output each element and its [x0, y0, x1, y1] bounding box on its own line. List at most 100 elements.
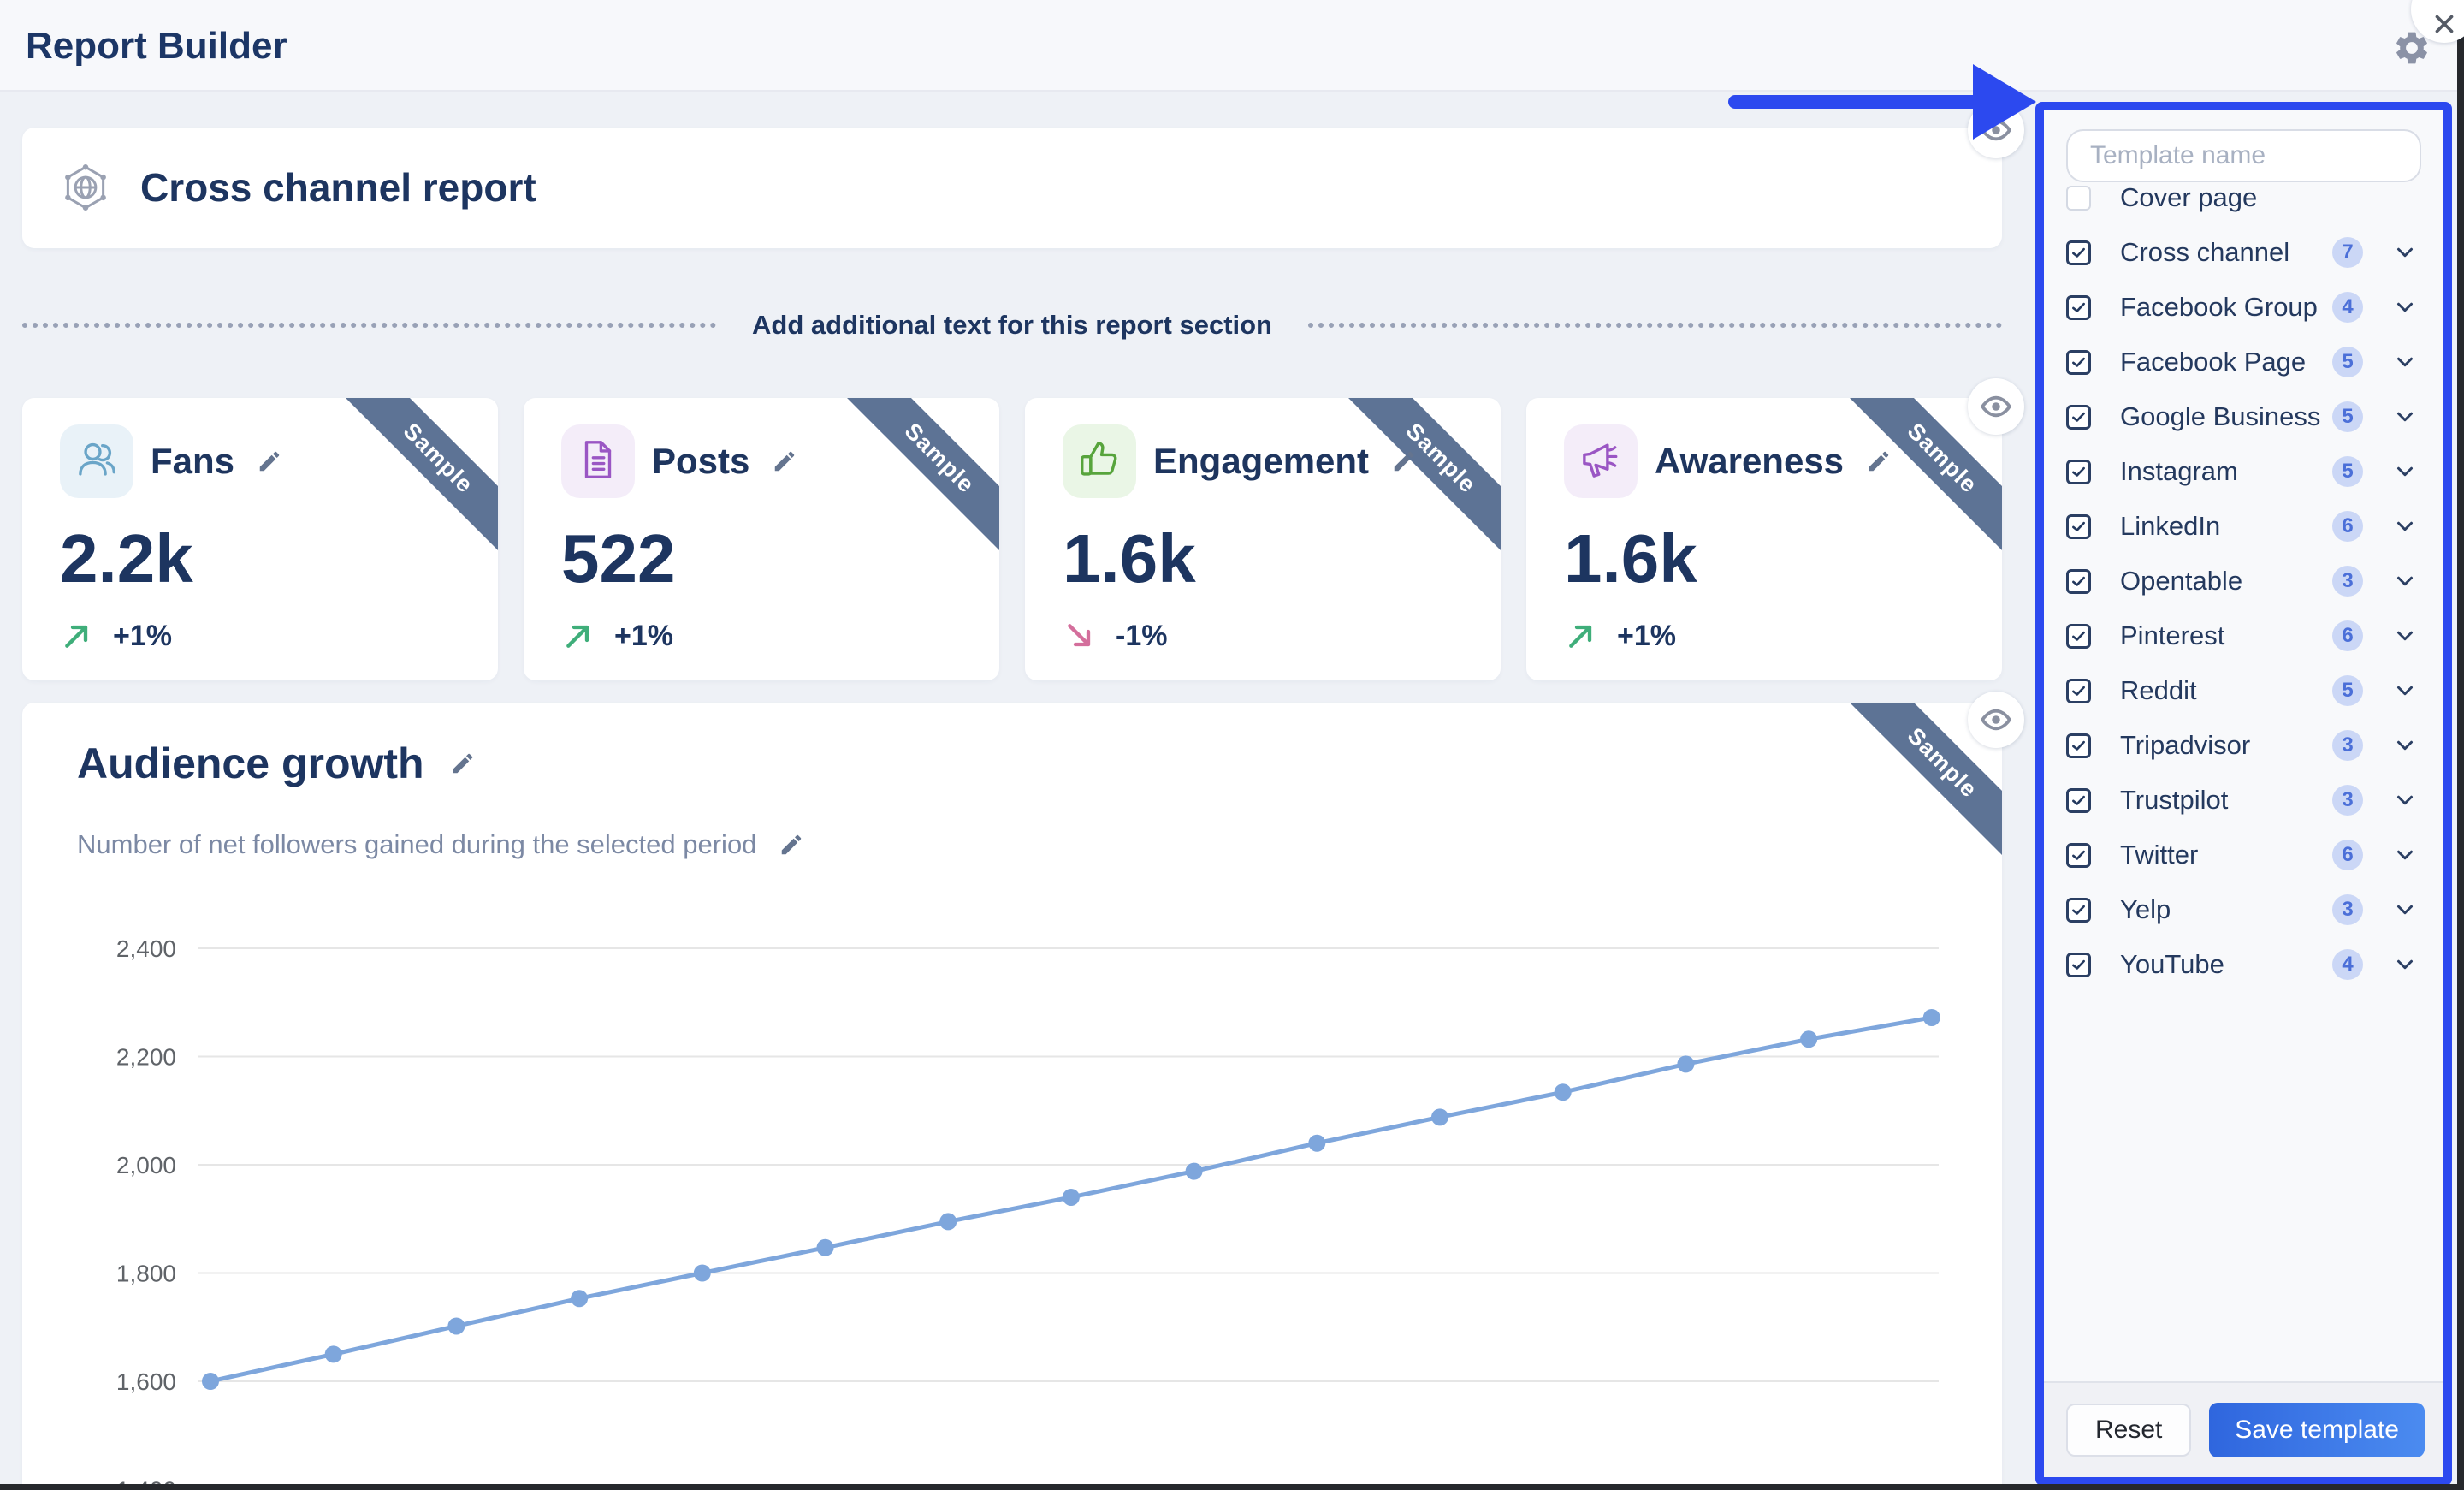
- panel-item[interactable]: Cross channel 7: [2044, 225, 2443, 280]
- count-badge: 3: [2332, 785, 2363, 816]
- app-header: Report Builder: [0, 0, 2464, 92]
- chevron-down-icon[interactable]: [2392, 240, 2418, 265]
- panel-item[interactable]: Google Business 5: [2044, 389, 2443, 444]
- svg-text:1,600: 1,600: [116, 1368, 176, 1395]
- edit-pencil-icon[interactable]: [1866, 448, 1892, 474]
- checkbox[interactable]: [2066, 185, 2091, 211]
- checkbox[interactable]: [2066, 678, 2091, 703]
- checkbox[interactable]: [2066, 897, 2091, 923]
- chevron-down-icon[interactable]: [2392, 294, 2418, 320]
- panel-item[interactable]: YouTube 4: [2044, 937, 2443, 992]
- count-badge: 6: [2332, 511, 2363, 542]
- checkbox[interactable]: [2066, 623, 2091, 649]
- kpi-label: Posts: [652, 441, 750, 481]
- panel-footer: Reset Save template: [2044, 1381, 2443, 1477]
- window-edge: [2457, 0, 2464, 1490]
- panel-item[interactable]: Pinterest 6: [2044, 608, 2443, 663]
- panel-item-label: Opentable: [2120, 566, 2243, 596]
- kpi-trend: -1%: [1063, 619, 1167, 653]
- kpi-trend: +1%: [561, 619, 673, 653]
- kpi-card: Sample Fans 2.2k +1%: [22, 398, 498, 680]
- panel-item[interactable]: Yelp 3: [2044, 882, 2443, 937]
- chevron-down-icon[interactable]: [2392, 513, 2418, 539]
- panel-item[interactable]: Facebook Group 4: [2044, 280, 2443, 335]
- divider-line-left: [22, 323, 717, 328]
- checkbox[interactable]: [2066, 404, 2091, 430]
- svg-text:2,200: 2,200: [116, 1044, 176, 1071]
- chart-subtitle: Number of net followers gained during th…: [77, 829, 757, 859]
- panel-item[interactable]: Tripadvisor 3: [2044, 718, 2443, 773]
- annotation-arrow-shaft: [1728, 95, 1980, 109]
- edit-pencil-icon[interactable]: [772, 448, 797, 474]
- edit-pencil-icon[interactable]: [257, 448, 282, 474]
- chevron-down-icon[interactable]: [2392, 787, 2418, 813]
- chevron-down-icon[interactable]: [2392, 404, 2418, 430]
- checkbox[interactable]: [2066, 568, 2091, 594]
- count-badge: 3: [2332, 894, 2363, 925]
- svg-text:2,000: 2,000: [116, 1152, 176, 1178]
- checkbox[interactable]: [2066, 787, 2091, 813]
- kpi-card: Sample Awareness 1.6k +1%: [1526, 398, 2002, 680]
- trend-up-arrow-icon: [561, 619, 595, 653]
- kpi-trend: +1%: [1564, 619, 1676, 653]
- chevron-down-icon[interactable]: [2392, 842, 2418, 868]
- panel-item-label: LinkedIn: [2120, 511, 2221, 541]
- document-icon: [561, 424, 635, 498]
- chevron-down-icon[interactable]: [2392, 897, 2418, 923]
- panel-item[interactable]: Instagram 5: [2044, 444, 2443, 499]
- checkbox[interactable]: [2066, 349, 2091, 375]
- panel-item[interactable]: Facebook Page 5: [2044, 335, 2443, 389]
- chevron-down-icon[interactable]: [2392, 349, 2418, 375]
- panel-item[interactable]: Opentable 3: [2044, 554, 2443, 608]
- count-badge: 4: [2332, 949, 2363, 980]
- checkbox[interactable]: [2066, 842, 2091, 868]
- checkbox[interactable]: [2066, 240, 2091, 265]
- section-visibility-eye-icon[interactable]: [1968, 692, 2024, 748]
- trend-up-arrow-icon: [60, 619, 94, 653]
- panel-item-label: Tripadvisor: [2120, 730, 2251, 760]
- chevron-down-icon[interactable]: [2392, 623, 2418, 649]
- panel-item[interactable]: LinkedIn 6: [2044, 499, 2443, 554]
- section-visibility-eye-icon[interactable]: [1968, 378, 2024, 435]
- panel-item[interactable]: Twitter 6: [2044, 828, 2443, 882]
- add-text-divider[interactable]: Add additional text for this report sect…: [22, 304, 2003, 347]
- chevron-down-icon[interactable]: [2392, 678, 2418, 703]
- chevron-down-icon[interactable]: [2392, 568, 2418, 594]
- panel-item[interactable]: Trustpilot 3: [2044, 773, 2443, 828]
- count-badge: 6: [2332, 840, 2363, 870]
- save-template-button[interactable]: Save template: [2209, 1403, 2425, 1457]
- kpi-value: 522: [561, 520, 676, 597]
- svg-text:1,800: 1,800: [116, 1261, 176, 1287]
- count-badge: 7: [2332, 237, 2363, 268]
- panel-item-label: Trustpilot: [2120, 785, 2229, 815]
- panel-item[interactable]: Cover page: [2044, 170, 2443, 225]
- kpi-card: Sample Engagement 1.6k -1%: [1025, 398, 1501, 680]
- sample-ribbon: Sample: [335, 398, 498, 561]
- edit-pencil-icon[interactable]: [779, 832, 804, 858]
- count-badge: 6: [2332, 620, 2363, 651]
- audience-growth-card: Sample Audience growth Number of net fol…: [22, 703, 2002, 1490]
- template-name-input[interactable]: [2066, 129, 2421, 182]
- checkbox[interactable]: [2066, 294, 2091, 320]
- trend-down-arrow-icon: [1063, 619, 1097, 653]
- count-badge: 4: [2332, 292, 2363, 323]
- kpi-label: Awareness: [1655, 441, 1845, 481]
- kpi-value: 1.6k: [1564, 520, 1697, 597]
- checkbox[interactable]: [2066, 733, 2091, 758]
- edit-pencil-icon[interactable]: [450, 751, 476, 776]
- checkbox[interactable]: [2066, 459, 2091, 484]
- page-title: Report Builder: [26, 25, 287, 67]
- settings-gear-icon[interactable]: [2392, 28, 2431, 68]
- panel-item[interactable]: Reddit 5: [2044, 663, 2443, 718]
- checkbox[interactable]: [2066, 513, 2091, 539]
- megaphone-icon: [1564, 424, 1638, 498]
- edit-pencil-icon[interactable]: [1391, 448, 1417, 474]
- chevron-down-icon[interactable]: [2392, 733, 2418, 758]
- chevron-down-icon[interactable]: [2392, 952, 2418, 977]
- chevron-down-icon[interactable]: [2392, 459, 2418, 484]
- panel-section-list: Cover page Cross channel 7 Facebook Grou…: [2044, 170, 2443, 992]
- panel-item-label: Yelp: [2120, 894, 2171, 924]
- panel-item-label: Cover page: [2120, 182, 2258, 212]
- checkbox[interactable]: [2066, 952, 2091, 977]
- reset-button[interactable]: Reset: [2066, 1404, 2192, 1457]
